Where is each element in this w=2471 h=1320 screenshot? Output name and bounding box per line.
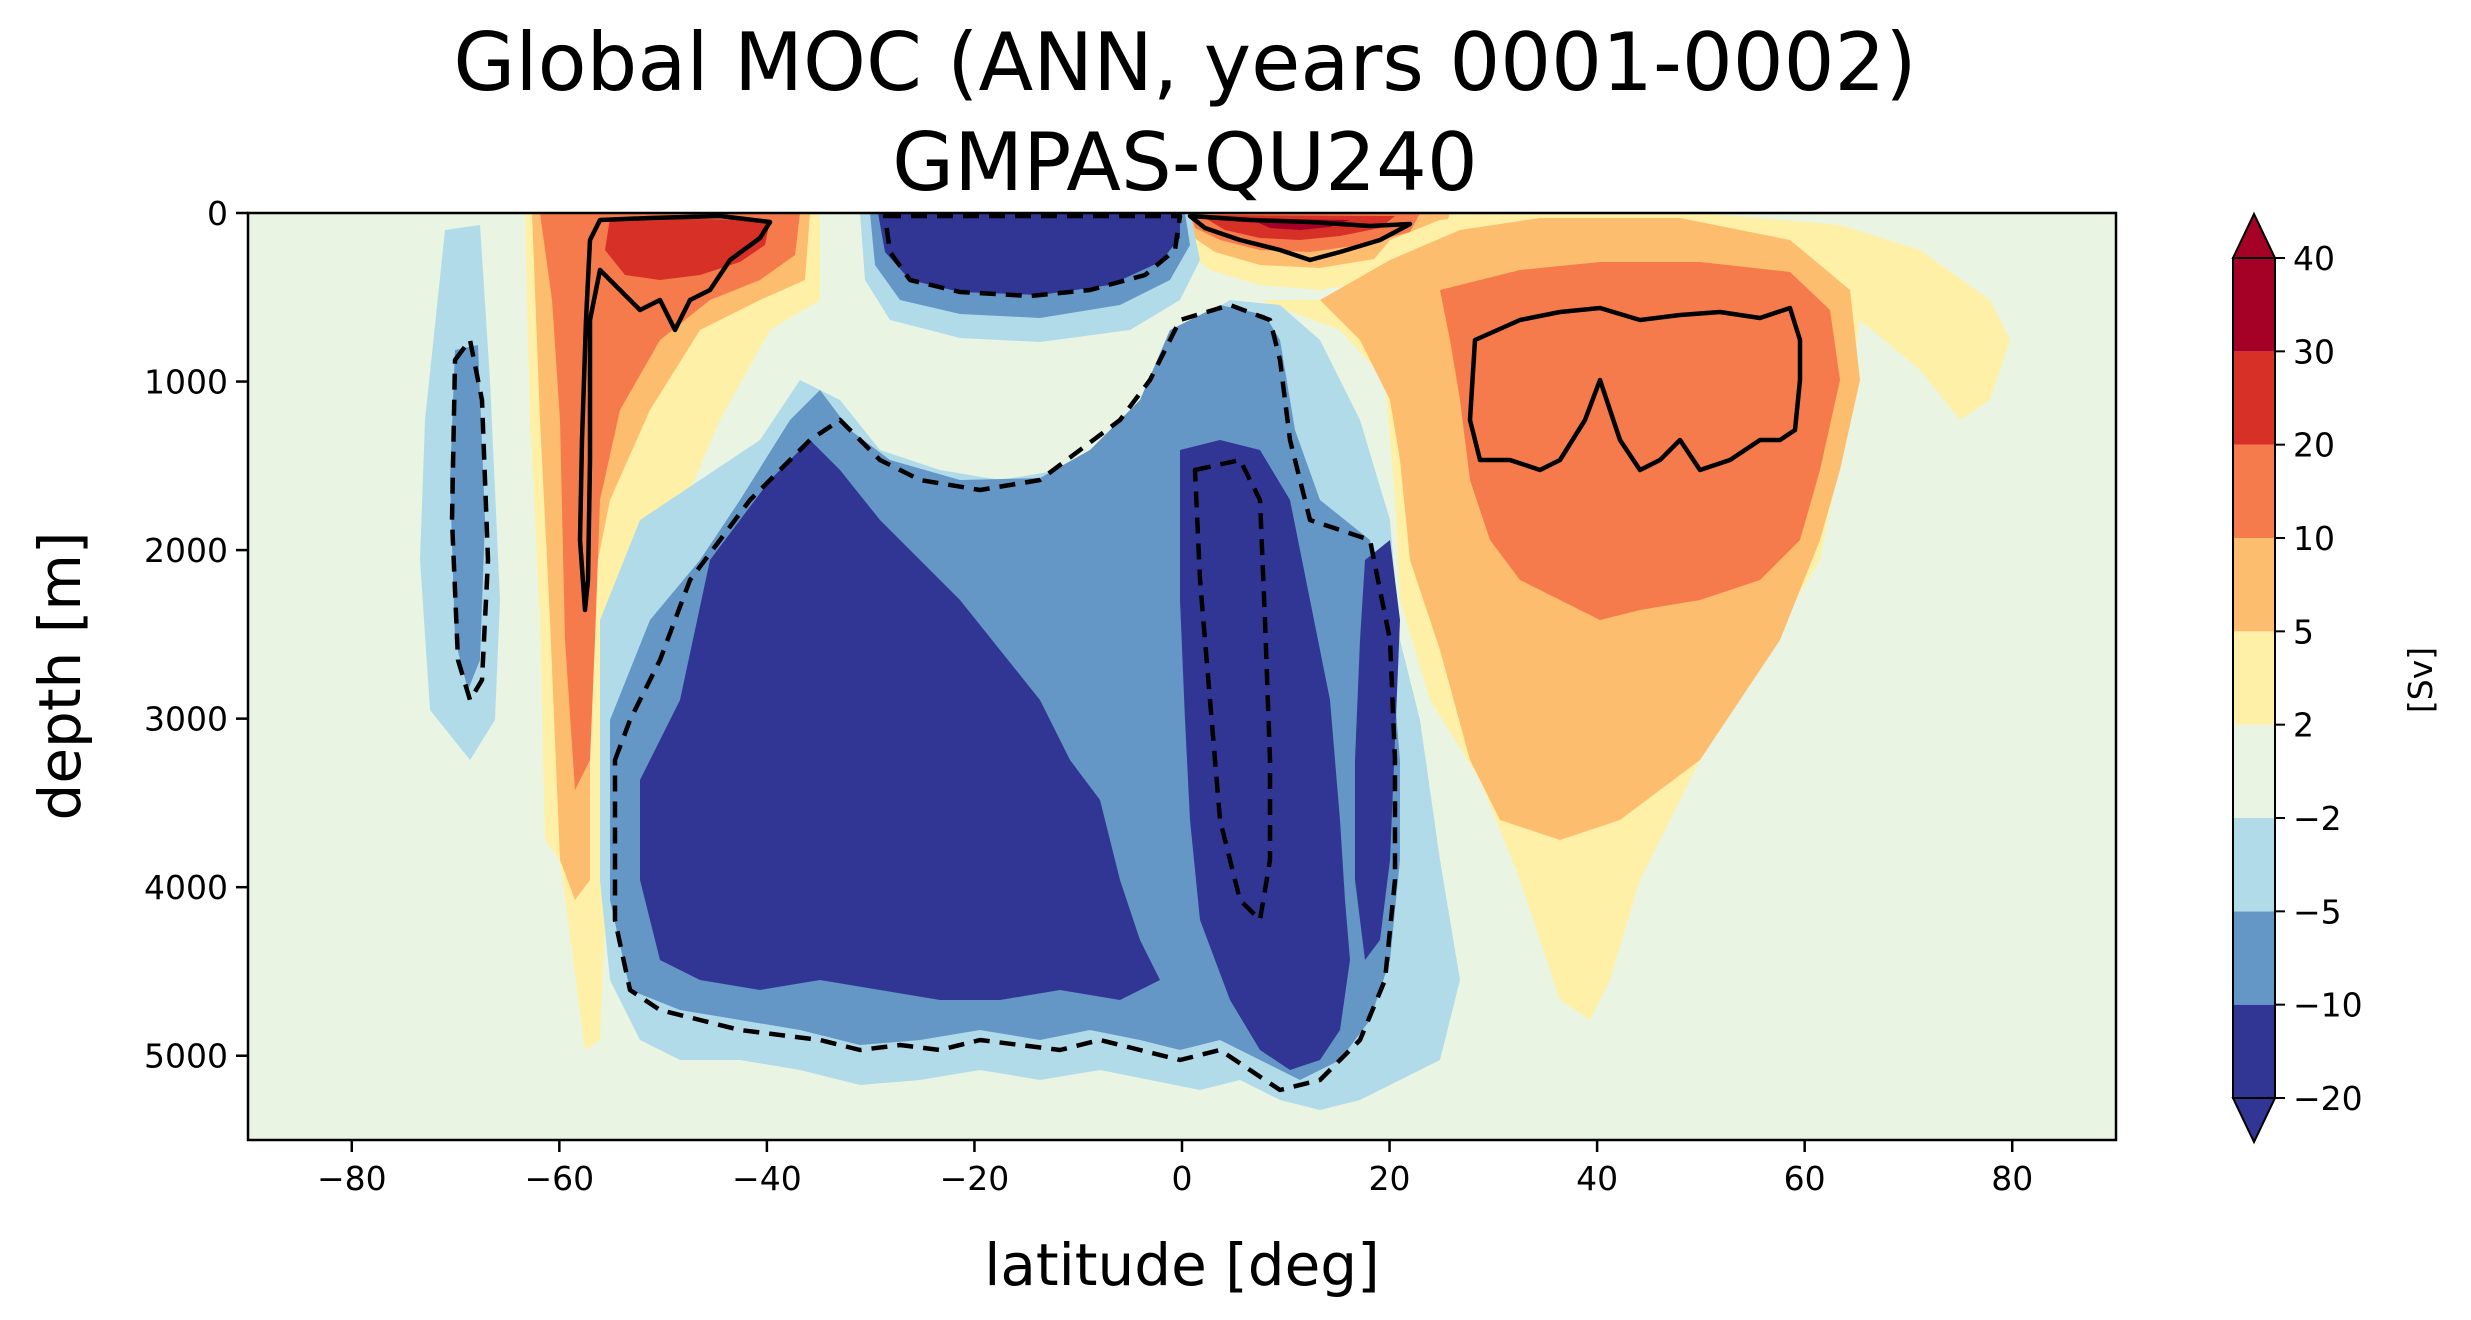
colorbar-band (2233, 538, 2275, 632)
x-tick-label: 60 (1784, 1159, 1826, 1198)
chart-subtitle: GMPAS-QU240 (892, 116, 1478, 209)
positive-cells (525, 213, 2010, 1050)
fill-level-10-north (1440, 262, 1840, 620)
colorbar-tick-label: −2 (2293, 799, 2342, 838)
fill-level-neg10-deep-ne (1355, 540, 1400, 960)
contour-positive-north (1467, 305, 1803, 473)
x-tick-label: −40 (732, 1159, 802, 1198)
colorbar-band (2233, 911, 2275, 1005)
colorbar-band (2233, 631, 2275, 725)
fill-level-neg10-surface (878, 213, 1180, 295)
fill-level-neg5-west (450, 345, 485, 690)
x-axis: −80 −60 −40 −20 0 20 40 60 80 (317, 1140, 2033, 1198)
contour-lines (449, 213, 1803, 1093)
colorbar: −20 −10 −5 −2 2 5 10 20 30 40 (2231, 211, 2363, 1145)
x-tick-label: 20 (1369, 1159, 1411, 1198)
colorbar-tick-label: 40 (2293, 239, 2335, 278)
colorbar-tick-label: −5 (2293, 892, 2342, 931)
colorbar-tick-label: 10 (2293, 519, 2335, 558)
chart-title: Global MOC (ANN, years 0001-0002) (453, 16, 1916, 109)
colorbar-band (2233, 444, 2275, 538)
colorbar-band (2233, 1004, 2275, 1098)
colorbar-tick-label: −10 (2293, 986, 2363, 1025)
x-tick-label: −20 (940, 1159, 1010, 1198)
x-tick-label: 40 (1576, 1159, 1618, 1198)
fill-level-neg10-deep-eq (1180, 440, 1350, 1070)
colorbar-tick-label: −20 (2293, 1079, 2363, 1118)
y-axis: 0 1000 2000 3000 4000 5000 (144, 194, 248, 1076)
x-tick-label: 0 (1172, 1159, 1193, 1198)
y-tick-label: 5000 (144, 1037, 228, 1076)
colorbar-tick-label: 30 (2293, 332, 2335, 371)
colorbar-extend-under (2231, 1097, 2277, 1145)
contour-positive-south (577, 213, 773, 613)
x-axis-label: latitude [deg] (984, 1231, 1380, 1299)
colorbar-band (2233, 818, 2275, 912)
colorbar-tick-label: 20 (2293, 426, 2335, 465)
y-tick-label: 3000 (144, 700, 228, 739)
colorbar-extend-over (2231, 211, 2277, 259)
contour-positive-eq (1187, 213, 1413, 263)
colorbar-band (2233, 258, 2275, 352)
colorbar-band (2233, 724, 2275, 818)
colorbar-tick-label: 5 (2293, 612, 2314, 651)
contour-negative-west (449, 337, 491, 703)
x-tick-label: −80 (317, 1159, 387, 1198)
x-tick-label: 80 (1991, 1159, 2033, 1198)
negative-cells (420, 213, 1460, 1110)
y-tick-label: 2000 (144, 531, 228, 570)
contour-negative-inner (1192, 457, 1273, 923)
colorbar-band (2233, 351, 2275, 445)
y-axis-label: depth [m] (26, 531, 94, 820)
colorbar-frame (2232, 257, 2276, 1099)
plot-area (248, 213, 2116, 1140)
y-tick-label: 1000 (144, 363, 228, 402)
fill-level-neg10-deep-south (640, 440, 1160, 1000)
y-tick-label: 0 (207, 194, 228, 233)
colorbar-tick-label: 2 (2293, 706, 2314, 745)
contour-negative-surface (882, 213, 1183, 299)
y-tick-label: 4000 (144, 868, 228, 907)
contour-negative-deep (612, 302, 1398, 1093)
x-tick-label: −60 (525, 1159, 595, 1198)
fill-level-10-south (540, 213, 800, 790)
colorbar-label: [Sv] (2401, 647, 2440, 713)
